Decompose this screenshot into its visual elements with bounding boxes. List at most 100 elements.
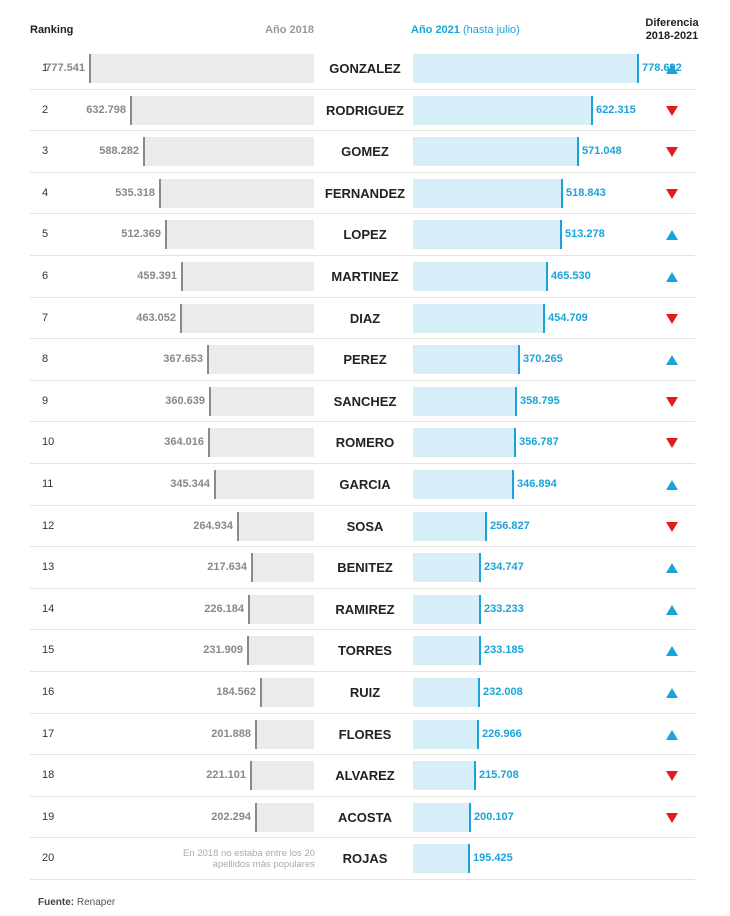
value-2018-label: 360.639 [165, 394, 205, 407]
bar-2021 [413, 719, 479, 749]
arrow-up-icon [666, 729, 678, 740]
value-2021-label: 346.894 [517, 477, 557, 490]
arrow-up-icon [666, 64, 678, 74]
rank-number: 13 [42, 561, 55, 574]
value-2018-label: 231.909 [203, 644, 243, 657]
value-2018-label: 184.562 [216, 685, 256, 698]
surname-label: SANCHEZ [333, 393, 397, 409]
surname-label: ROJAS [342, 851, 388, 867]
rank-number: 7 [42, 311, 49, 324]
value-2018-label: 777.541 [45, 62, 85, 74]
surname-label: FLORES [338, 726, 392, 742]
bar-2021 [413, 220, 562, 250]
source-label: Fuente: [38, 897, 75, 908]
surname-label: BENITEZ [337, 560, 393, 576]
table-header: Ranking Año 2018 Año 2021 (hasta julio) … [0, 0, 730, 46]
surname-label: PEREZ [343, 352, 387, 368]
bar-2018 [248, 594, 314, 624]
value-2021-label: 226.966 [482, 727, 522, 740]
value-2021-label: 454.709 [548, 311, 588, 324]
rank-number: 18 [42, 769, 55, 782]
bar-2018 [165, 220, 314, 250]
surname-label: RODRIGUEZ [326, 102, 404, 118]
value-2018-label: 459.391 [137, 269, 177, 282]
surname-label: GONZALEZ [329, 61, 401, 76]
table-row: 18 221.101 ALVAREZ 215.708 [30, 755, 695, 797]
value-2021-label: 234.747 [484, 561, 524, 574]
arrow-up-icon [666, 604, 678, 615]
table-row: 10 364.016 ROMERO 356.787 [30, 422, 695, 464]
table-row: 4 535.318 FERNANDEZ 518.843 [30, 173, 695, 215]
year-2021-header: Año 2021 (hasta julio) [411, 24, 520, 36]
bar-2018 [89, 54, 314, 83]
bar-2018 [143, 137, 314, 167]
value-2018-label: 463.052 [136, 311, 176, 324]
arrow-down-icon [666, 812, 678, 823]
year-2021-note: (hasta julio) [462, 24, 520, 36]
bar-2021 [413, 261, 548, 291]
arrow-down-icon [666, 188, 678, 199]
surname-label: RUIZ [349, 684, 381, 700]
value-2021-label: 195.425 [473, 852, 513, 865]
bar-2021 [413, 594, 481, 624]
value-2021-label: 200.107 [474, 810, 514, 823]
bar-2018 [250, 761, 314, 791]
rank-number: 17 [42, 727, 55, 740]
bar-2018 [247, 636, 314, 666]
rank-number: 20 [42, 852, 55, 865]
table-row: 12 264.934 SOSA 256.827 [30, 506, 695, 548]
surname-label: FERNANDEZ [324, 185, 406, 201]
surname-label: GARCIA [339, 476, 391, 492]
arrow-up-icon [666, 271, 678, 282]
arrow-down-icon [666, 313, 678, 324]
bar-2021 [413, 178, 563, 208]
table-row: 1 777.541 GONZALEZ 778.692 [30, 48, 695, 90]
rank-number: 19 [42, 810, 55, 823]
bar-2018 [255, 802, 314, 832]
bar-2021 [413, 303, 545, 333]
arrow-down-icon [666, 521, 678, 532]
bar-2018 [180, 303, 314, 333]
bar-2018 [130, 95, 314, 125]
bar-2018 [260, 677, 314, 707]
value-2018-label: 221.101 [206, 769, 246, 782]
surname-label: LOPEZ [343, 227, 387, 243]
bar-2021 [413, 802, 471, 832]
table-row: 19 202.294 ACOSTA 200.107 [30, 797, 695, 839]
bar-2021 [413, 386, 517, 416]
value-2018-label: 512.369 [121, 228, 161, 241]
difference-header-line2: 2018-2021 [645, 30, 699, 42]
value-2021-label: 233.185 [484, 644, 524, 657]
source-note: Fuente: Renaper [38, 897, 115, 908]
rank-number: 1 [42, 62, 49, 74]
bar-2021 [413, 553, 481, 583]
table-row: 11 345.344 GARCIA 346.894 [30, 464, 695, 506]
value-2021-label: 518.843 [566, 186, 606, 199]
value-2018-label: 202.294 [211, 810, 251, 823]
table-row: 14 226.184 RAMIREZ 233.233 [30, 589, 695, 631]
source-value: Renaper [76, 897, 116, 908]
surname-label: DIAZ [349, 310, 381, 326]
bar-2018 [237, 511, 314, 541]
value-2018-label: 264.934 [193, 519, 233, 532]
surname-label: ROMERO [335, 435, 395, 451]
bar-2018 [181, 261, 314, 291]
value-2021-label: 356.787 [519, 436, 559, 449]
arrow-up-icon [666, 563, 678, 574]
rank-number: 12 [42, 519, 55, 532]
value-2021-label: 622.315 [596, 103, 636, 116]
table-row: 5 512.369 LOPEZ 513.278 [30, 214, 695, 256]
arrow-up-icon [666, 687, 678, 698]
bar-2018 [214, 469, 314, 499]
value-2018-label: 535.318 [115, 186, 155, 199]
surname-label: GOMEZ [341, 144, 389, 160]
value-2021-label: 233.233 [484, 602, 524, 615]
value-2021-label: 465.530 [551, 269, 591, 282]
table-row: 15 231.909 TORRES 233.185 [30, 630, 695, 672]
arrow-down-icon [666, 105, 678, 116]
value-2018-label: 201.888 [211, 727, 251, 740]
value-2021-label: 358.795 [520, 394, 560, 407]
rank-number: 8 [42, 353, 49, 366]
surname-label: TORRES [338, 643, 392, 659]
value-2018-label: 364.016 [164, 436, 204, 449]
